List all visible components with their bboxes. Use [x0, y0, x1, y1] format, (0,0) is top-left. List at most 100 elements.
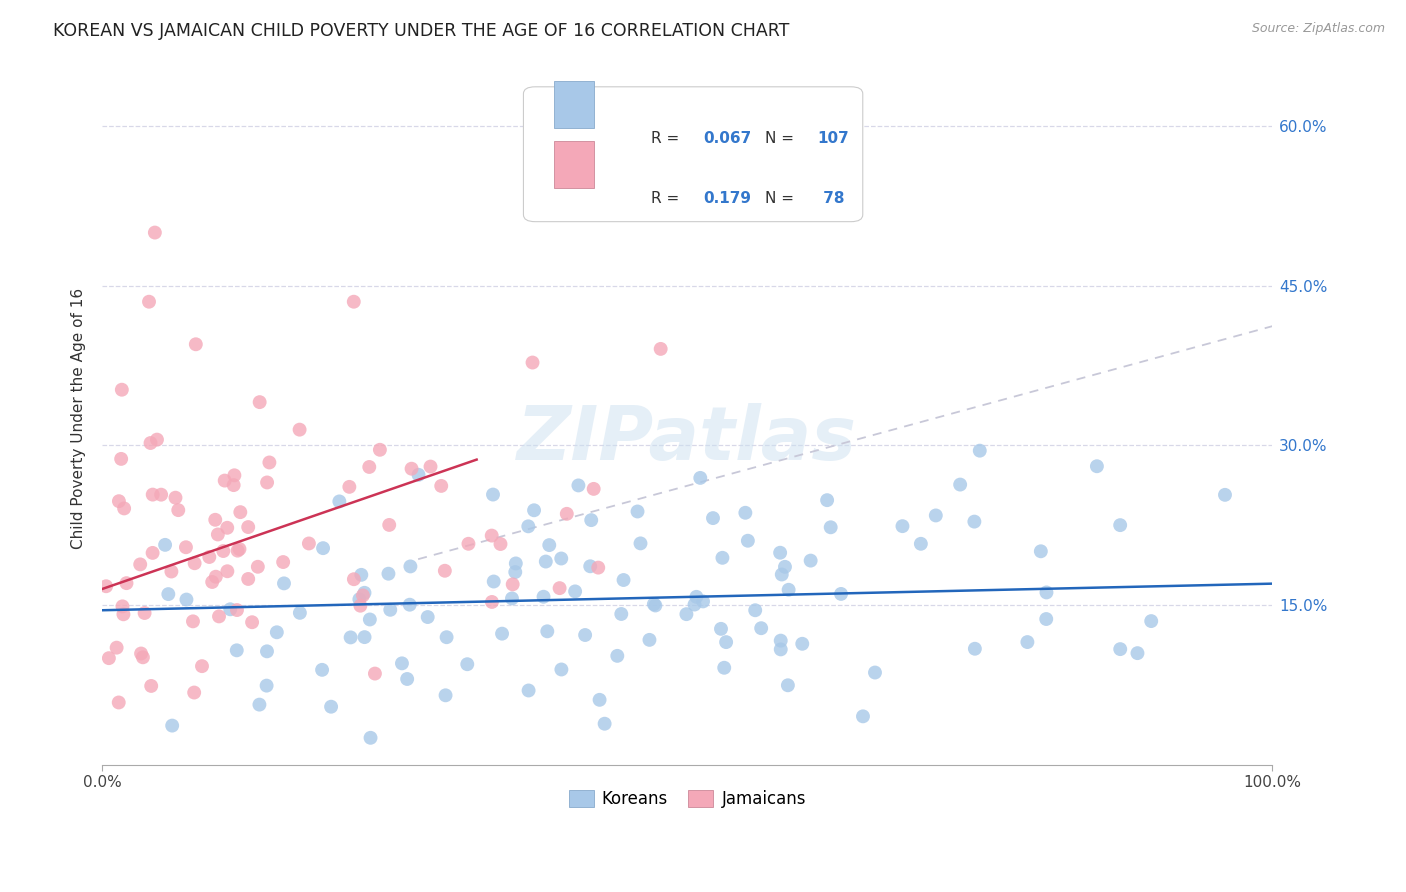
- FancyBboxPatch shape: [523, 87, 863, 221]
- Text: ZIPatlas: ZIPatlas: [517, 403, 858, 476]
- Point: [139, 436, 162, 450]
- Point: [606, 648, 628, 663]
- Text: N =: N =: [765, 131, 799, 145]
- Point: [436, 630, 458, 644]
- Point: [536, 624, 558, 639]
- Point: [288, 423, 311, 437]
- Point: [1035, 585, 1057, 599]
- Point: [129, 647, 152, 661]
- Point: [249, 698, 271, 712]
- Point: [256, 475, 278, 490]
- Point: [349, 592, 371, 607]
- Point: [364, 666, 387, 681]
- Point: [773, 559, 796, 574]
- Point: [226, 543, 249, 558]
- Point: [138, 294, 160, 309]
- Point: [273, 576, 295, 591]
- Point: [643, 597, 665, 611]
- Point: [249, 395, 271, 409]
- Point: [350, 567, 373, 582]
- Point: [769, 633, 792, 648]
- Point: [550, 551, 572, 566]
- Point: [150, 488, 173, 502]
- Point: [353, 586, 375, 600]
- Text: R =: R =: [651, 131, 683, 145]
- Point: [401, 461, 423, 475]
- Point: [165, 491, 187, 505]
- FancyBboxPatch shape: [554, 80, 593, 128]
- Point: [343, 572, 366, 586]
- Point: [963, 515, 986, 529]
- Point: [548, 581, 571, 595]
- Point: [702, 511, 724, 525]
- Point: [555, 507, 578, 521]
- Point: [863, 665, 886, 680]
- Text: 107: 107: [817, 131, 849, 145]
- Point: [969, 443, 991, 458]
- Point: [391, 657, 413, 671]
- Text: N =: N =: [765, 191, 799, 205]
- Point: [378, 517, 401, 532]
- Point: [408, 467, 430, 482]
- Point: [630, 536, 652, 550]
- Point: [191, 659, 214, 673]
- Point: [225, 643, 247, 657]
- Y-axis label: Child Poverty Under the Age of 16: Child Poverty Under the Age of 16: [72, 288, 86, 549]
- Point: [319, 699, 342, 714]
- Text: 0.179: 0.179: [703, 191, 751, 205]
- Point: [112, 501, 135, 516]
- Point: [434, 688, 457, 702]
- Point: [564, 584, 586, 599]
- Point: [588, 693, 610, 707]
- Point: [626, 504, 648, 518]
- Point: [501, 591, 523, 606]
- Point: [396, 672, 419, 686]
- Point: [141, 679, 163, 693]
- Point: [593, 716, 616, 731]
- Point: [105, 640, 128, 655]
- Point: [595, 156, 617, 170]
- Point: [734, 506, 756, 520]
- Point: [503, 565, 526, 579]
- Point: [360, 731, 382, 745]
- Point: [398, 598, 420, 612]
- Point: [160, 718, 183, 732]
- Point: [399, 559, 422, 574]
- Point: [638, 632, 661, 647]
- Point: [204, 513, 226, 527]
- FancyBboxPatch shape: [554, 141, 593, 188]
- Point: [433, 564, 456, 578]
- Point: [339, 631, 361, 645]
- Point: [217, 564, 239, 578]
- Point: [963, 641, 986, 656]
- Point: [108, 494, 131, 508]
- Point: [457, 537, 479, 551]
- Point: [482, 574, 505, 589]
- Point: [160, 565, 183, 579]
- Point: [205, 570, 228, 584]
- Point: [256, 644, 278, 658]
- Point: [229, 505, 252, 519]
- Point: [683, 598, 706, 612]
- Text: 0.067: 0.067: [703, 131, 751, 145]
- Point: [222, 478, 245, 492]
- Point: [184, 337, 207, 351]
- Point: [174, 541, 197, 555]
- Point: [456, 657, 478, 672]
- Point: [711, 550, 734, 565]
- Point: [481, 595, 503, 609]
- Point: [581, 513, 603, 527]
- Point: [769, 642, 792, 657]
- Point: [94, 579, 117, 593]
- Point: [710, 622, 733, 636]
- Point: [491, 626, 513, 640]
- Text: KOREAN VS JAMAICAN CHILD POVERTY UNDER THE AGE OF 16 CORRELATION CHART: KOREAN VS JAMAICAN CHILD POVERTY UNDER T…: [53, 22, 790, 40]
- Point: [288, 606, 311, 620]
- Point: [380, 603, 402, 617]
- Point: [142, 487, 165, 501]
- Point: [769, 546, 792, 560]
- Point: [359, 460, 381, 475]
- Point: [574, 628, 596, 642]
- Point: [749, 621, 772, 635]
- Point: [689, 471, 711, 485]
